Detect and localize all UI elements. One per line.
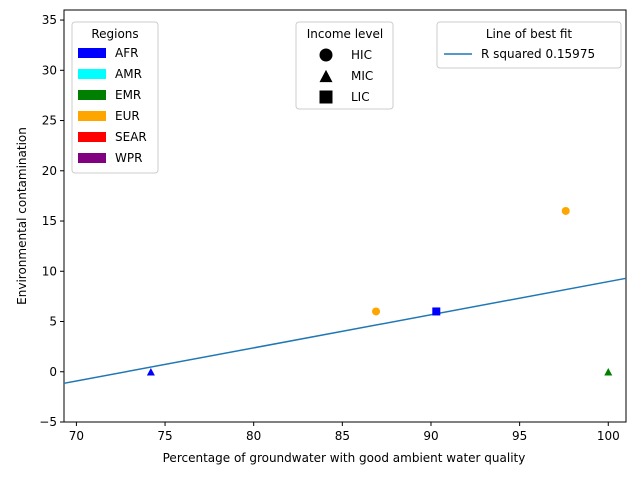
plot-area-border xyxy=(63,9,627,423)
fit-legend-box xyxy=(436,21,622,69)
income-marker-swatch xyxy=(319,90,333,104)
fit-legend-label: R squared 0.15975 xyxy=(481,47,595,61)
x-axis-label: Percentage of groundwater with good ambi… xyxy=(163,451,526,465)
fit-legend-title: Line of best fit xyxy=(486,27,573,41)
data-point xyxy=(561,206,570,215)
income-legend-label: MIC xyxy=(351,69,373,83)
regions-legend: Regions AFR AMR EMR EUR SEAR WPR xyxy=(71,21,159,174)
y-tick-label: −5 xyxy=(39,415,57,429)
income-legend-title: Income level xyxy=(307,27,384,41)
y-tick-label: 20 xyxy=(42,164,57,178)
y-tick-label: 15 xyxy=(42,214,57,228)
data-points xyxy=(146,206,613,376)
data-point xyxy=(372,307,381,316)
x-tick-label: 75 xyxy=(157,429,172,443)
y-axis-ticks: −5 0 5 10 15 20 25 30 35 xyxy=(39,13,64,429)
axes-frame xyxy=(63,9,627,423)
income-legend-items: HIC MIC LIC xyxy=(319,48,373,104)
fit-line-layer xyxy=(63,277,627,385)
y-tick-label: 35 xyxy=(42,13,57,27)
x-tick-label: 85 xyxy=(335,429,350,443)
x-tick-label: 90 xyxy=(423,429,438,443)
fit-line xyxy=(63,277,627,385)
region-legend-label: AFR xyxy=(115,46,138,60)
regions-legend-items: AFR AMR EMR EUR SEAR WPR xyxy=(78,46,147,165)
income-legend-label: HIC xyxy=(351,48,372,62)
region-legend-label: EMR xyxy=(115,88,141,102)
regions-legend-title: Regions xyxy=(91,27,138,41)
income-marker-swatch xyxy=(319,69,333,83)
income-legend-box xyxy=(295,21,394,110)
fit-legend: Line of best fit R squared 0.15975 xyxy=(436,21,622,69)
region-swatch xyxy=(78,132,106,142)
region-swatch xyxy=(78,69,106,79)
region-swatch xyxy=(78,90,106,100)
x-tick-label: 80 xyxy=(246,429,261,443)
y-tick-label: 25 xyxy=(42,114,57,128)
data-point xyxy=(604,367,613,376)
income-marker-swatch xyxy=(319,48,333,62)
y-tick-label: 10 xyxy=(42,264,57,278)
region-legend-label: AMR xyxy=(115,67,142,81)
y-tick-label: 30 xyxy=(42,63,57,77)
region-legend-label: SEAR xyxy=(115,130,147,144)
income-legend-label: LIC xyxy=(351,90,370,104)
region-swatch xyxy=(78,48,106,58)
y-tick-label: 0 xyxy=(49,365,57,379)
x-axis-ticks: 70 75 80 85 90 95 100 xyxy=(69,422,620,443)
y-tick-label: 5 xyxy=(49,315,57,329)
x-tick-label: 70 xyxy=(69,429,84,443)
data-point xyxy=(146,367,155,376)
x-tick-label: 100 xyxy=(597,429,620,443)
income-legend: Income level HIC MIC LIC xyxy=(295,21,394,110)
region-legend-label: EUR xyxy=(115,109,140,123)
data-point xyxy=(432,307,441,316)
region-legend-label: WPR xyxy=(115,151,142,165)
x-tick-label: 95 xyxy=(512,429,527,443)
y-axis-label: Environmental contamination xyxy=(15,127,29,305)
region-swatch xyxy=(78,111,106,121)
region-swatch xyxy=(78,153,106,163)
